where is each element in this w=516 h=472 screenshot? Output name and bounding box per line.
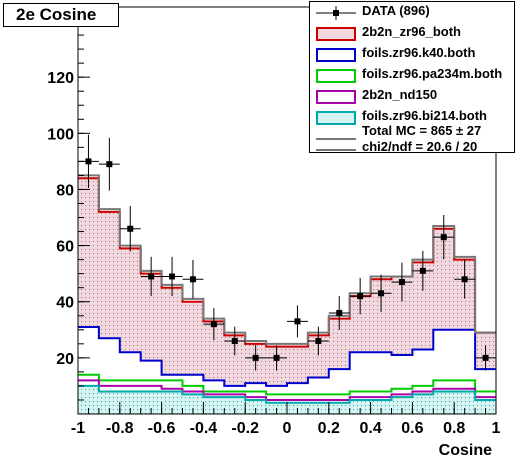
legend-key-data — [316, 6, 356, 20]
data-point — [482, 354, 489, 361]
legend-item-total-mc: Total MC = 865 ± 27 — [310, 123, 516, 149]
legend-key-chi2 — [316, 149, 356, 151]
legend-label-pa234m: foils.zr96.pa234m.both — [362, 66, 503, 81]
x-tick-label: 0.6 — [401, 420, 423, 437]
data-point — [378, 290, 385, 297]
y-tick-label: 60 — [56, 239, 74, 256]
x-tick-label: -0.8 — [106, 420, 134, 437]
series-line-3 — [78, 379, 496, 401]
data-point — [169, 273, 176, 280]
data-point — [336, 309, 343, 316]
x-axis: -1 -0.8 -0.6 -0.4 -0.2 0 0.2 0.4 0.6 0.8 1 — [71, 402, 501, 437]
legend-label-data: DATA (896) — [362, 3, 430, 18]
data-point — [440, 234, 447, 241]
x-tick-label: -0.4 — [190, 420, 218, 437]
data-point — [148, 273, 155, 280]
y-tick-label: 100 — [47, 126, 74, 143]
series-line-2 — [78, 373, 496, 396]
x-tick-label: 0 — [283, 420, 292, 437]
series-line-1 — [78, 325, 496, 387]
y-tick-label: 20 — [56, 351, 74, 368]
data-point — [419, 267, 426, 274]
total-mc-histogram — [78, 174, 496, 345]
legend-label-chi2: chi2/ndf = 20.6 / 20 — [362, 139, 478, 154]
legend-key-bi214 — [316, 111, 356, 125]
x-axis-label: Cosine — [439, 442, 492, 459]
x-tick-label: 0.8 — [443, 420, 465, 437]
chart-title: 2e Cosine — [3, 3, 119, 27]
legend-label-bi214: foils.zr96.bi214.both — [362, 108, 487, 123]
legend-label-nd150: 2b2n_nd150 — [362, 87, 438, 102]
x-tick-label: 1 — [492, 420, 501, 437]
legend-item-data: DATA (896) — [310, 2, 516, 23]
legend-item-bi214: foils.zr96.bi214.both — [310, 107, 516, 128]
legend-label-total-mc: Total MC = 865 ± 27 — [362, 123, 482, 138]
data-point — [189, 276, 196, 283]
legend-item-2b2n-zr96: 2b2n_zr96_both — [310, 23, 516, 44]
legend-key-2b2n-zr96 — [316, 27, 356, 41]
x-tick-label: -0.2 — [231, 420, 259, 437]
data-point — [85, 158, 92, 165]
legend-item-chi2: chi2/ndf = 20.6 / 20 — [310, 139, 516, 164]
x-tick-label: 0.4 — [359, 420, 381, 437]
legend-label-2b2n-zr96: 2b2n_zr96_both — [362, 24, 461, 39]
data-point — [210, 321, 217, 328]
legend-key-k40 — [316, 48, 356, 62]
x-tick-label: 0.2 — [318, 420, 340, 437]
y-tick-label: 80 — [56, 182, 74, 199]
data-point — [315, 338, 322, 345]
data-point — [252, 354, 259, 361]
data-point — [461, 276, 468, 283]
y-tick-label: 120 — [47, 70, 74, 87]
x-tick-label: -1 — [71, 420, 85, 437]
total-mc-line — [78, 174, 496, 345]
data-point — [398, 279, 405, 286]
data-point — [106, 161, 113, 168]
data-point — [127, 225, 134, 232]
legend-item-k40: foils.zr96.k40.both — [310, 44, 516, 65]
series-line-0 — [78, 177, 496, 348]
legend-key-nd150 — [316, 90, 356, 104]
legend-item-pa234m: foils.zr96.pa234m.both — [310, 65, 516, 86]
legend-item-nd150: 2b2n_nd150 — [310, 86, 516, 107]
legend-label-k40: foils.zr96.k40.both — [362, 45, 476, 60]
data-points — [78, 134, 496, 371]
data-point — [294, 318, 301, 325]
legend-key-pa234m — [316, 69, 356, 83]
data-point — [273, 354, 280, 361]
y-tick-label: 40 — [56, 295, 74, 312]
legend-key-total-mc — [316, 138, 356, 140]
data-point — [231, 338, 238, 345]
x-tick-label: -0.6 — [148, 420, 176, 437]
histogram-layers — [78, 177, 496, 414]
legend: DATA (896) 2b2n_zr96_both foils.zr96.k40… — [309, 1, 516, 154]
data-point — [357, 293, 364, 300]
